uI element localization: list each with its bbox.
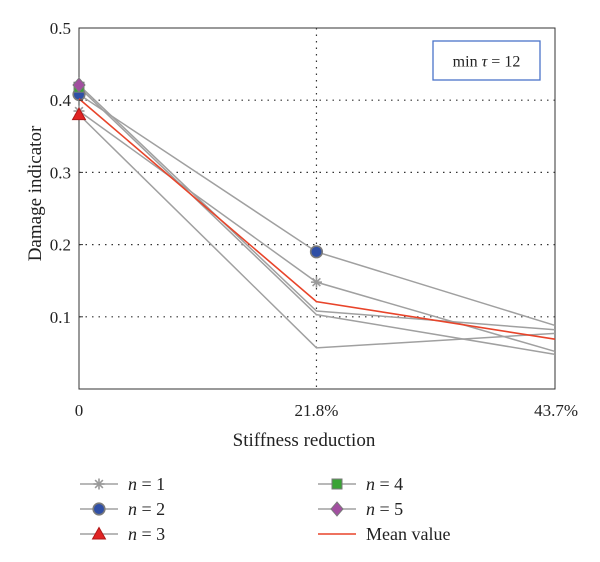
legend-item: n = 1 (80, 474, 165, 494)
data-point-n5 (72, 77, 86, 93)
tick-labels: 0.1 0.2 0.3 0.4 0.5 0 21.8% 43.7% (50, 19, 578, 420)
legend: n = 1 n = 2 n = 3 n = 4 n = 5 Mean value (80, 474, 450, 544)
grid-lines (79, 28, 555, 389)
legend-label: n = 3 (128, 524, 165, 544)
data-point-n3 (71, 107, 87, 121)
series-line-n3 (78, 114, 556, 349)
legend-label: n = 2 (128, 499, 165, 519)
legend-item: n = 4 (318, 474, 403, 494)
y-tick-label: 0.4 (50, 91, 72, 110)
series-line-mean (78, 98, 556, 340)
x-axis-title: Stiffness reduction (233, 430, 376, 451)
legend-item: n = 5 (318, 499, 403, 519)
y-tick-label: 0.5 (50, 19, 71, 38)
legend-item: n = 2 (80, 499, 165, 519)
y-axis-title: Damage indicator (25, 125, 46, 261)
data-point-n2 (309, 245, 324, 259)
x-tick-label: 0 (75, 401, 84, 420)
legend-label: n = 1 (128, 474, 165, 494)
annotation-text: min τ = 12 (453, 54, 521, 71)
legend-marker (92, 502, 106, 516)
series-line-n2 (78, 93, 556, 327)
x-tick-label: 21.8% (294, 401, 338, 420)
legend-marker (331, 478, 343, 490)
x-tick-label: 43.7% (534, 401, 578, 420)
y-tick-label: 0.3 (50, 163, 71, 182)
y-tick-label: 0.2 (50, 236, 71, 255)
series-line-n4 (78, 86, 556, 356)
annotation-box (432, 40, 541, 81)
plot-frame (78, 27, 556, 390)
min-tau-annotation: min τ = 12 (432, 40, 541, 81)
legend-marker (91, 526, 107, 540)
series-lines (78, 84, 556, 356)
series-markers (71, 77, 556, 340)
series-line-n5 (78, 84, 556, 331)
legend-marker (93, 478, 105, 490)
legend-label: n = 4 (366, 474, 403, 494)
legend-item: Mean value (318, 524, 450, 544)
legend-label: Mean value (366, 524, 450, 544)
y-tick-label: 0.1 (50, 308, 71, 327)
legend-marker (330, 501, 344, 517)
legend-label: n = 5 (366, 499, 403, 519)
legend-item: n = 3 (80, 524, 165, 544)
data-point-n1 (310, 276, 322, 288)
